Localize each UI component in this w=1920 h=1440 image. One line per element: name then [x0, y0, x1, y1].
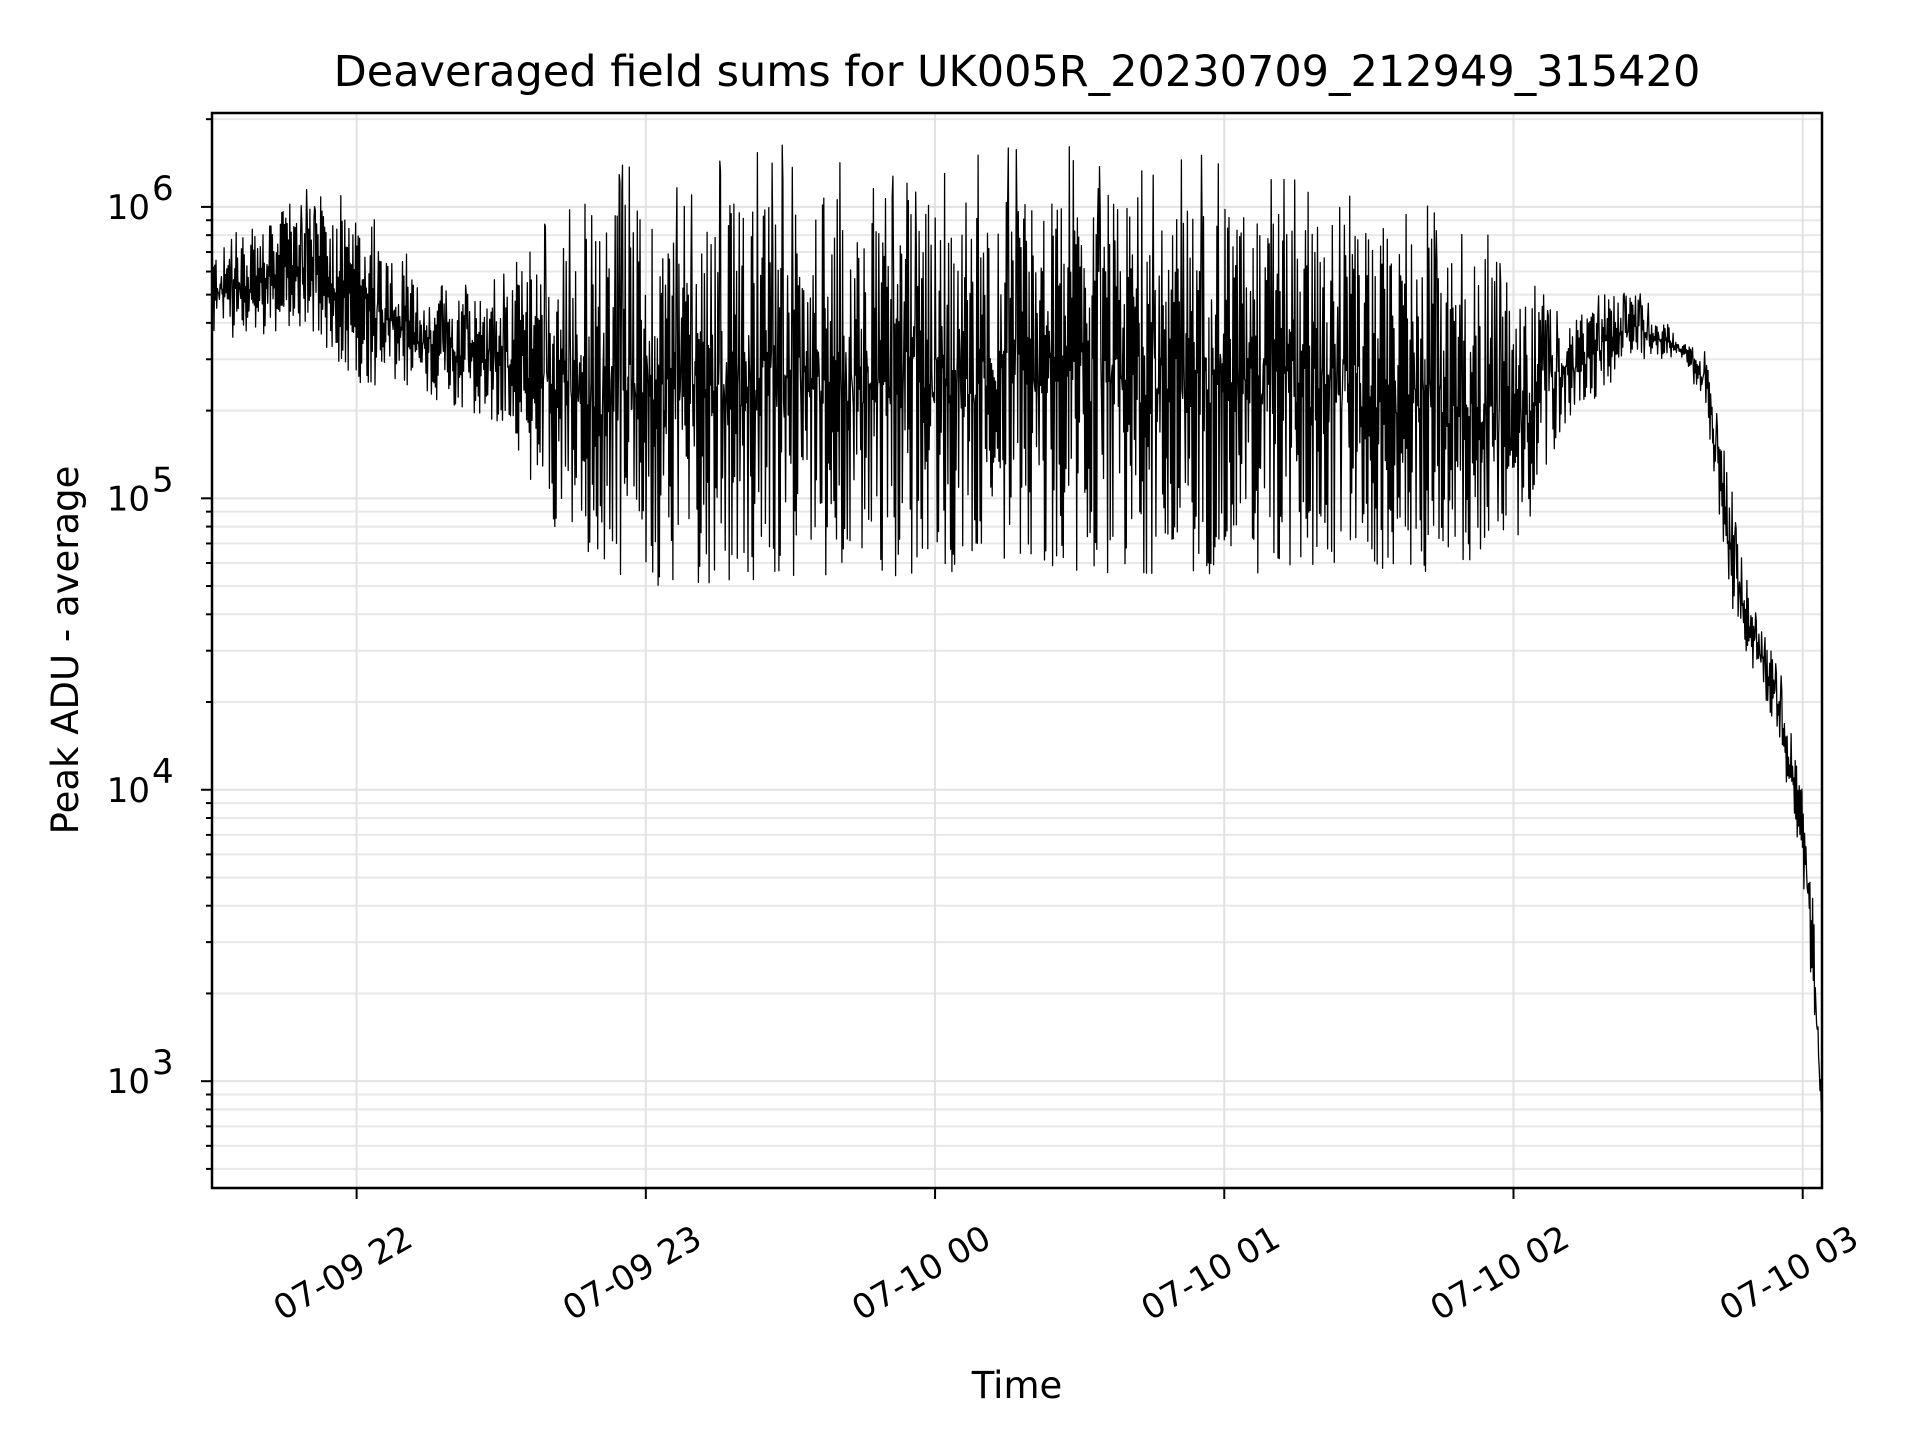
- x-axis-label: Time: [971, 1364, 1063, 1407]
- x-tick-label: 07-09 22: [267, 1218, 419, 1329]
- chart-title: Deaveraged field sums for UK005R_2023070…: [334, 47, 1701, 97]
- series-line: [211, 144, 1823, 1113]
- y-tick-label: 10: [107, 1062, 150, 1102]
- y-tick-exponent: 6: [152, 169, 174, 209]
- x-tick-label: 07-10 02: [1424, 1218, 1576, 1329]
- y-tick-label: 10: [107, 479, 150, 519]
- x-tick-label: 07-09 23: [556, 1218, 708, 1329]
- y-tick-label: 10: [107, 771, 150, 811]
- y-tick-exponent: 3: [152, 1043, 174, 1083]
- y-axis-label: Peak ADU - average: [44, 466, 87, 835]
- series-layer: [211, 144, 1823, 1113]
- x-tick-label: 07-10 00: [845, 1218, 997, 1329]
- x-tick-label: 07-10 01: [1135, 1218, 1287, 1329]
- x-tick-label: 07-10 03: [1713, 1218, 1865, 1329]
- y-tick-exponent: 4: [152, 752, 174, 792]
- y-tick-exponent: 5: [152, 460, 174, 500]
- y-tick-label: 10: [107, 188, 150, 228]
